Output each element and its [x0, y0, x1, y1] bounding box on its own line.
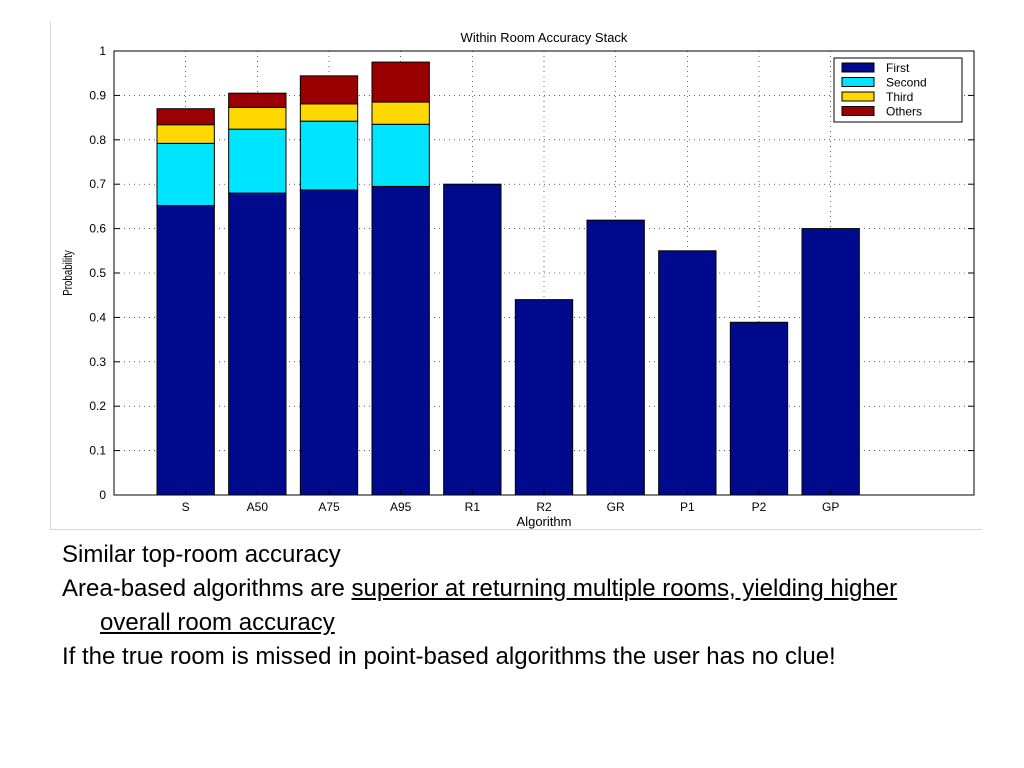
legend-swatch-second: [841, 77, 875, 87]
chart-frame: 0 0.1 0.2 0.3 0.4 0.5 0.6 0.7 0.8 0.9 1 S A50 A75 A95 R…: [50, 22, 982, 530]
bar-s-first: [156, 205, 215, 496]
x-tick-label: A75: [318, 500, 340, 514]
bullet-point-based: If the true room is missed in point-base…: [62, 643, 836, 670]
y-tick-label: 0.1: [89, 444, 106, 458]
legend-label-second: Second: [886, 76, 927, 90]
x-tick-label: A50: [247, 500, 269, 514]
x-tick-label: R1: [465, 500, 481, 514]
x-axis-label: Algorithm: [517, 514, 572, 529]
bar-gp-first: [801, 228, 860, 496]
x-tick-label: S: [182, 500, 190, 514]
bar-a50-others: [228, 92, 287, 108]
y-tick-label: 0.3: [89, 355, 106, 369]
legend-swatch-first: [841, 62, 875, 73]
bar-a95-first: [371, 185, 430, 496]
bar-a95-third: [371, 101, 430, 125]
y-axis-label: Probability: [62, 250, 76, 296]
bar-a75-second: [299, 120, 359, 191]
bar-gr-first: [586, 219, 645, 496]
bar-a95-second: [371, 123, 430, 187]
legend-label-others: Others: [886, 105, 922, 119]
bar-a50-first: [228, 192, 287, 496]
bars-layer: [156, 61, 860, 496]
y-tick-label: 0.7: [89, 177, 106, 191]
bullet-area-based-text: Area-based algorithms are: [62, 575, 352, 602]
legend-swatch-others: [841, 106, 875, 116]
y-tick-label: 0: [99, 488, 106, 502]
bar-p1-first: [658, 250, 717, 496]
stacked-bar-chart: 0 0.1 0.2 0.3 0.4 0.5 0.6 0.7 0.8 0.9 1 S A50 A75 A95 R…: [62, 30, 975, 529]
bar-a95-others: [371, 61, 430, 103]
bar-s-others: [156, 108, 215, 126]
legend-swatch-third: [841, 91, 875, 102]
bar-a75-first: [299, 189, 359, 496]
x-tick-label: GR: [607, 500, 625, 514]
x-tick-label: A95: [390, 500, 412, 514]
bar-r2-first: [514, 299, 574, 496]
legend-label-third: Third: [886, 90, 913, 104]
x-tick-label: P2: [752, 500, 767, 514]
x-tick-label: P1: [680, 500, 695, 514]
legend-label-first: First: [886, 61, 910, 75]
bar-a75-others: [299, 75, 359, 105]
chart-title: Within Room Accuracy Stack: [461, 30, 628, 45]
bar-a50-second: [228, 128, 287, 194]
y-tick-label: 0.4: [89, 310, 106, 324]
bar-s-second: [156, 142, 215, 207]
x-tick-label: R2: [536, 500, 552, 514]
bar-r1-first: [443, 183, 502, 496]
y-tick-label: 1: [99, 44, 106, 58]
y-tick-label: 0.9: [89, 88, 106, 102]
bullet-area-based: Area-based algorithms are superior at re…: [62, 572, 962, 640]
y-tick-label: 0.5: [89, 266, 106, 280]
bullet-area-based-underlined: superior at returning multiple rooms, yi…: [100, 575, 898, 636]
bar-p2-first: [729, 321, 789, 496]
x-tick-label: GP: [822, 500, 839, 514]
bar-s-third: [156, 124, 215, 144]
ticks-layer: 0 0.1 0.2 0.3 0.4 0.5 0.6 0.7 0.8 0.9 1 S A50 A75 A95 R…: [89, 44, 974, 514]
y-tick-label: 0.8: [89, 133, 106, 147]
y-tick-label: 0.2: [89, 399, 106, 413]
bar-a50-third: [228, 106, 287, 130]
bullet-similar-accuracy: Similar top-room accuracy: [62, 541, 341, 568]
y-tick-label: 0.6: [89, 222, 106, 236]
bar-a75-third: [299, 103, 359, 122]
slide-bullets: Similar top-room accuracy Area-based alg…: [62, 538, 962, 674]
